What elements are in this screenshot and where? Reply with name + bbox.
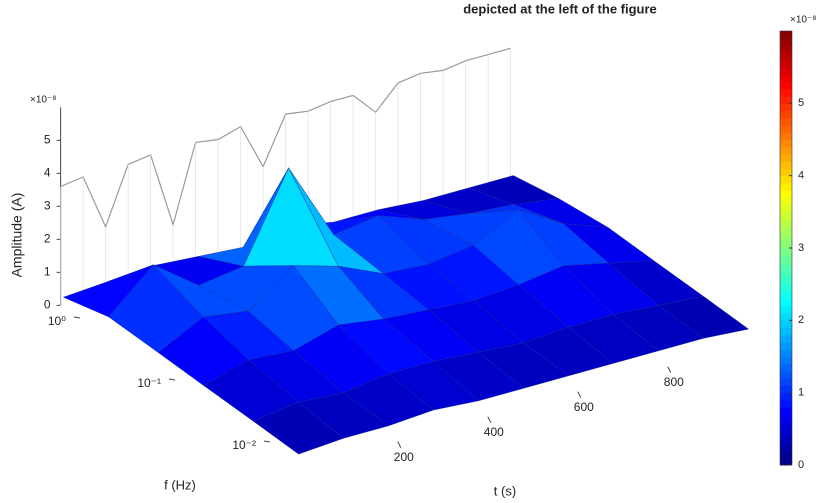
- t-tick: [667, 366, 672, 373]
- colorbar-band: [780, 349, 792, 357]
- colorbar-band: [780, 457, 792, 466]
- f-tick: [263, 440, 271, 443]
- colorbar-band: [780, 342, 792, 350]
- f-tick-label: 10⁰: [48, 314, 66, 328]
- colorbar-band: [780, 313, 792, 321]
- colorbar-band: [780, 327, 792, 336]
- z-tick-label: 4: [44, 166, 51, 180]
- t-tick-label: 600: [574, 400, 594, 414]
- colorbar-band: [780, 255, 792, 263]
- colorbar-band: [780, 74, 792, 83]
- colorbar-band: [780, 110, 792, 119]
- z-tick-label: 2: [44, 232, 51, 246]
- colorbar-band: [780, 161, 792, 169]
- z-tick-label: 3: [44, 199, 51, 213]
- f-tick-label: 10⁻²: [232, 438, 256, 452]
- colorbar-band: [780, 240, 792, 249]
- colorbar-band: [780, 204, 792, 213]
- surface-patch: [243, 167, 339, 267]
- colorbar-band: [780, 226, 792, 235]
- colorbar-band: [780, 168, 792, 177]
- colorbar-band: [780, 132, 792, 140]
- colorbar-band: [780, 443, 792, 452]
- z-multiplier: ×10⁻⁸: [30, 95, 56, 106]
- colorbar-band: [780, 182, 792, 191]
- colorbar-band: [780, 139, 792, 148]
- colorbar-tick-label: 5: [798, 97, 804, 109]
- colorbar-band: [780, 276, 792, 285]
- colorbar-band: [780, 356, 792, 365]
- colorbar-tick-label: 3: [798, 242, 804, 254]
- colorbar-tick-label: 0: [798, 459, 804, 471]
- colorbar-band: [780, 421, 792, 430]
- colorbar-band: [780, 103, 792, 112]
- colorbar-band: [780, 399, 792, 408]
- colorbar-multiplier: ×10⁻⁸: [790, 15, 816, 26]
- colorbar-band: [780, 45, 792, 54]
- colorbar-tick-label: 4: [798, 170, 804, 182]
- colorbar-band: [780, 269, 792, 278]
- colorbar-band: [780, 298, 792, 307]
- colorbar-band: [780, 197, 792, 206]
- t-tick: [487, 416, 492, 423]
- colorbar-band: [780, 414, 792, 423]
- colorbar-band: [780, 334, 792, 343]
- t-tick: [577, 391, 582, 398]
- colorbar-band: [780, 248, 792, 256]
- colorbar-band: [780, 392, 792, 401]
- colorbar-band: [780, 363, 792, 372]
- colorbar-band: [780, 117, 792, 126]
- colorbar-band: [780, 146, 792, 155]
- surface-patch: [252, 401, 345, 455]
- colorbar-tick-label: 2: [798, 314, 804, 326]
- colorbar-band: [780, 67, 792, 75]
- colorbar-band: [780, 38, 792, 46]
- colorbar-band: [780, 88, 792, 97]
- f-tick-label: 10⁻¹: [137, 376, 161, 390]
- wall-trace: [60, 47, 511, 229]
- colorbar-tick-label: 1: [798, 387, 804, 399]
- colorbar-band: [780, 378, 792, 386]
- colorbar-band: [780, 125, 792, 133]
- z-axis-label: Amplitude (A): [9, 193, 25, 278]
- caption: depicted at the left of the figure: [463, 1, 657, 16]
- colorbar-band: [780, 262, 792, 271]
- colorbar-band: [780, 291, 792, 300]
- colorbar-band: [780, 320, 792, 329]
- colorbar-band: [780, 428, 792, 437]
- t-tick: [397, 441, 402, 448]
- colorbar-band: [780, 385, 792, 394]
- colorbar-band: [780, 305, 792, 314]
- colorbar-band: [780, 370, 792, 379]
- z-tick-label: 1: [44, 265, 51, 279]
- colorbar-band: [780, 233, 792, 242]
- t-tick-label: 400: [484, 425, 504, 439]
- z-tick-label: 5: [44, 133, 51, 147]
- t-axis-label: t (s): [494, 483, 516, 498]
- colorbar-band: [780, 175, 792, 184]
- colorbar-band: [780, 211, 792, 220]
- z-tick-label: 0: [44, 298, 51, 312]
- colorbar-band: [780, 96, 792, 104]
- colorbar-band: [780, 153, 792, 162]
- f-axis-label: f (Hz): [164, 477, 196, 492]
- colorbar-band: [780, 219, 792, 227]
- colorbar-band: [780, 59, 792, 68]
- colorbar-band: [780, 190, 792, 198]
- f-tick: [73, 316, 81, 319]
- colorbar-band: [780, 31, 792, 39]
- t-tick-label: 800: [664, 375, 684, 389]
- colorbar-band: [780, 284, 792, 292]
- colorbar-band: [780, 407, 792, 415]
- colorbar-band: [780, 52, 792, 61]
- f-tick: [168, 378, 176, 381]
- colorbar-band: [780, 81, 792, 90]
- colorbar-band: [780, 450, 792, 459]
- t-tick-label: 200: [394, 450, 414, 464]
- colorbar-band: [780, 436, 792, 444]
